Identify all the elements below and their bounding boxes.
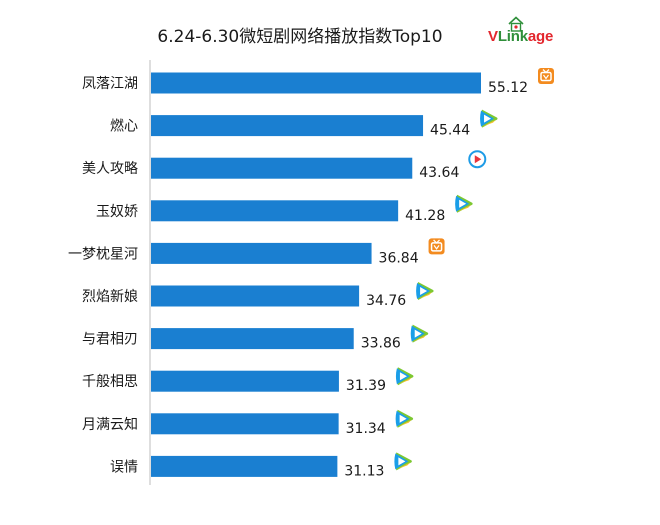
category-label: 一梦枕星河 — [68, 246, 138, 262]
value-label: 36.84 — [379, 250, 419, 266]
value-label: 55.12 — [488, 80, 528, 96]
category-label: 月满云知 — [82, 416, 138, 433]
category-label: 千般相思 — [82, 374, 138, 390]
category-label: 美人攻略 — [82, 161, 138, 177]
bar — [151, 242, 372, 264]
logo-text-link: Link — [497, 28, 528, 45]
bar — [151, 413, 339, 435]
tencent-video-icon — [394, 452, 412, 471]
value-label: 41.28 — [405, 208, 445, 224]
house-icon — [508, 16, 524, 32]
tencent-video-icon — [395, 367, 414, 386]
value-label: 31.13 — [344, 463, 384, 479]
bar — [151, 285, 360, 307]
mango-tv-icon — [428, 238, 445, 255]
category-label: 烈焰新娘 — [82, 289, 138, 305]
tencent-video-icon — [410, 324, 429, 343]
tencent-video-icon — [480, 109, 498, 128]
category-label: 与君相刃 — [82, 332, 138, 348]
value-label: 43.64 — [419, 165, 459, 181]
logo-text-v: V — [488, 28, 498, 45]
value-label: 33.86 — [361, 336, 401, 352]
mango-tv-icon — [538, 68, 554, 84]
bar — [151, 115, 424, 137]
value-label: 31.34 — [346, 421, 386, 437]
vlinkage-logo: VLinkage — [488, 16, 568, 50]
bar — [151, 370, 339, 392]
tencent-video-icon — [395, 409, 414, 428]
value-label: 34.76 — [366, 293, 406, 309]
value-label: 45.44 — [430, 123, 470, 139]
bar — [151, 157, 413, 179]
category-label: 凤落江湖 — [82, 76, 138, 92]
category-label: 误情 — [110, 459, 138, 475]
tencent-video-icon — [416, 282, 434, 300]
category-label: 燃心 — [110, 118, 138, 135]
value-label: 31.39 — [346, 378, 386, 394]
logo-text-age: age — [527, 28, 554, 45]
category-label: 玉奴娇 — [96, 203, 138, 220]
chart-title: 6.24-6.30微短剧网络播放指数Top10 — [157, 27, 443, 47]
bar — [151, 328, 354, 350]
bar — [151, 200, 399, 222]
bar — [151, 455, 338, 477]
bar — [151, 72, 481, 94]
youku-icon — [468, 150, 487, 169]
tencent-video-icon — [455, 194, 473, 213]
